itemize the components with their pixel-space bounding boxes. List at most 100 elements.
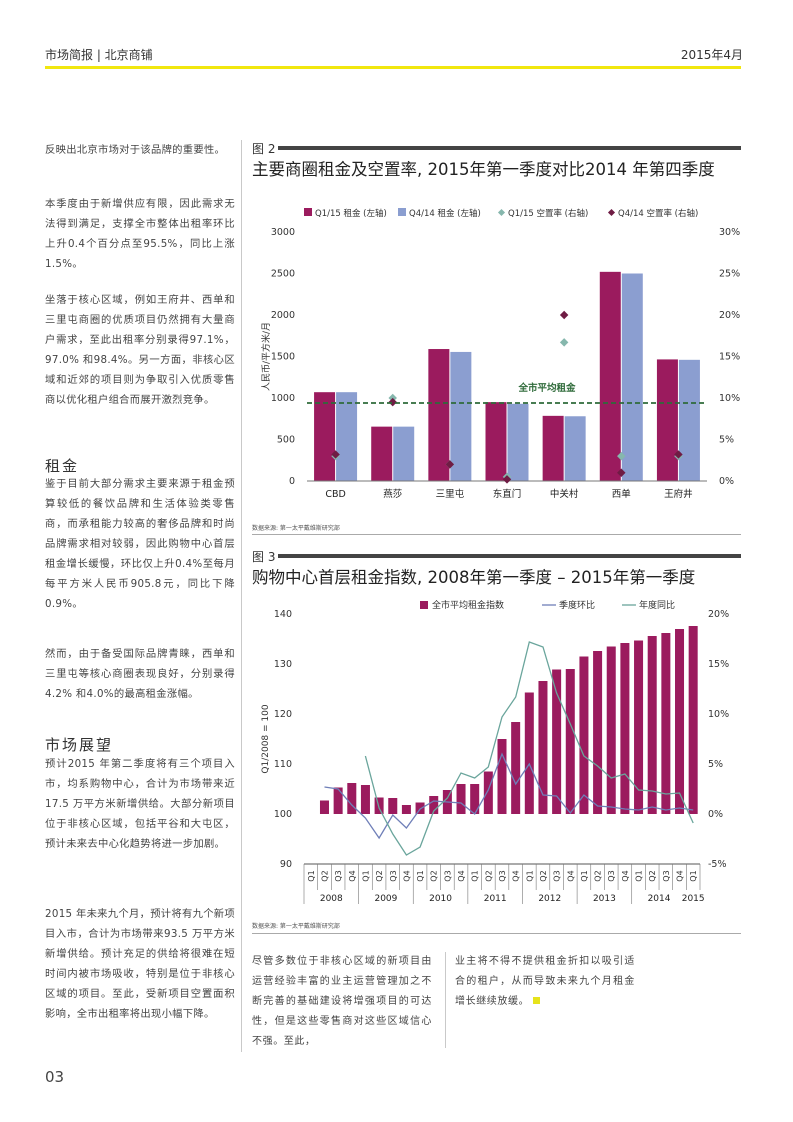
x-tick-year: 2014 bbox=[648, 894, 671, 904]
index-bar bbox=[401, 805, 411, 814]
y-tick-label: 2000 bbox=[271, 310, 295, 321]
x-tick-quarter: Q4 bbox=[676, 870, 685, 881]
x-tick-label: CBD bbox=[325, 489, 345, 500]
bar-q4-14 bbox=[678, 359, 700, 481]
x-tick-quarter: Q2 bbox=[430, 870, 439, 881]
vacancy-marker-q4-14 bbox=[559, 310, 569, 320]
y2-tick-label: 30% bbox=[719, 227, 740, 238]
index-bar bbox=[620, 643, 630, 814]
y-axis-label: 人民币/平方米/月 bbox=[260, 322, 272, 391]
y-tick-label: 0 bbox=[289, 476, 295, 487]
x-tick-quarter: Q4 bbox=[566, 870, 575, 881]
y2-tick-label: 20% bbox=[708, 609, 729, 620]
figure2-plot: Q1/15 租金 (左轴) Q4/14 租金 (左轴) Q1/15 空置率 (右轴)… bbox=[260, 208, 740, 500]
left-paragraph-5: 然而，由于备受国际品牌青睐，西单和三里屯等核心商圈表现良好，分别录得4.2% 和… bbox=[45, 648, 235, 700]
figure2-source: 数据来源: 第一太平戴维斯研究部 bbox=[252, 525, 340, 532]
index-bar bbox=[415, 802, 425, 814]
left-paragraph-1: 反映出北京市场对于该品牌的重要性。 bbox=[45, 144, 226, 156]
x-tick-quarter: Q3 bbox=[498, 870, 507, 881]
x-tick-label: 中关村 bbox=[550, 488, 579, 500]
index-bar bbox=[688, 626, 698, 814]
x-tick-quarter: Q3 bbox=[662, 870, 671, 881]
index-bar bbox=[634, 640, 644, 814]
vacancy-marker-q4-14 bbox=[388, 397, 397, 407]
page-number: 03 bbox=[45, 1068, 65, 1086]
x-tick-quarter: Q1 bbox=[471, 870, 480, 881]
figure3-source-rule bbox=[252, 933, 741, 934]
bar-q4-14 bbox=[393, 426, 415, 481]
x-tick-quarter: Q2 bbox=[375, 870, 384, 881]
x-tick-year: 2015 bbox=[682, 894, 705, 904]
x-tick-quarter: Q3 bbox=[443, 870, 452, 881]
index-bar bbox=[579, 656, 589, 814]
index-bar bbox=[538, 681, 548, 814]
figure3-legend: 全市平均租金指数 季度环比 年度同比 bbox=[420, 599, 675, 611]
x-tick-quarter: Q2 bbox=[648, 870, 657, 881]
bar-q1-15 bbox=[599, 271, 621, 481]
x-tick-quarter: Q1 bbox=[307, 870, 316, 881]
figure3-chart: 全市平均租金指数 季度环比 年度同比 140 130 120 110 100 90 20% 15% 1… bbox=[261, 599, 729, 904]
y-tick-label: 130 bbox=[274, 659, 292, 670]
x-tick-label: 王府井 bbox=[664, 488, 693, 500]
x-tick-quarter: Q1 bbox=[525, 870, 534, 881]
y2-tick-label: 15% bbox=[719, 352, 740, 363]
y2-tick-label: 5% bbox=[708, 759, 723, 770]
bottom-column-1: 尽管多数位于非核心区域的新项目由运营经验丰富的业主运营管理加之不断完善的基础建设… bbox=[252, 956, 432, 1047]
x-tick-quarter: Q1 bbox=[635, 870, 644, 881]
header-date: 2015年4月 bbox=[680, 48, 743, 62]
figure3-title: 购物中心首层租金指数, 2008年第一季度 – 2015年第一季度 bbox=[252, 568, 696, 587]
legend-swatch-index bbox=[420, 601, 428, 609]
y-tick-label: 120 bbox=[274, 709, 292, 720]
bottom-column-2: 业主将不得不提供租金折扣以吸引适合的租户，从而导致未来九个月租金增长继续放缓。 bbox=[455, 956, 635, 1007]
index-bar bbox=[661, 633, 671, 814]
legend-label-0: Q1/15 租金 (左轴) bbox=[315, 208, 387, 219]
y2-tick-label: -5% bbox=[708, 859, 727, 870]
index-bar bbox=[647, 636, 657, 814]
x-tick-quarter: Q4 bbox=[512, 870, 521, 881]
x-tick-quarter: Q4 bbox=[621, 870, 630, 881]
bar-q1-15 bbox=[428, 349, 450, 481]
figure2-title: 主要商圈租金及空置率, 2015年第一季度对比2014 年第四季度 bbox=[252, 160, 715, 179]
index-bar bbox=[456, 784, 466, 814]
end-marker-square bbox=[533, 997, 541, 1004]
bar-q1-15 bbox=[485, 402, 507, 481]
index-bar bbox=[360, 785, 370, 814]
x-tick-quarter: Q3 bbox=[553, 870, 562, 881]
index-bar bbox=[497, 739, 507, 814]
figure2-source-rule bbox=[252, 534, 741, 535]
y2-tick-label: 20% bbox=[719, 310, 740, 321]
yoy-line bbox=[364, 641, 694, 856]
x-tick-quarter: Q1 bbox=[580, 870, 589, 881]
bar-q1-15 bbox=[656, 359, 678, 481]
x-tick-quarter: Q3 bbox=[389, 870, 398, 881]
index-bar bbox=[565, 669, 575, 814]
qoq-line bbox=[324, 752, 694, 840]
index-bar bbox=[552, 669, 562, 814]
y-tick-label: 90 bbox=[280, 859, 292, 870]
left-paragraph-3: 坐落于核心区域，例如王府井、西单和三里屯商圈的优质项目仍然拥有大量商户需求，至此… bbox=[45, 294, 235, 406]
y2-tick-label: 15% bbox=[708, 659, 729, 670]
x-tick-year: 2010 bbox=[429, 894, 452, 904]
index-bar bbox=[388, 798, 398, 814]
y2-tick-label: 10% bbox=[719, 393, 740, 404]
index-bar bbox=[675, 629, 685, 814]
index-bar bbox=[333, 787, 343, 814]
x-tick-quarter: Q4 bbox=[402, 870, 411, 881]
x-tick-quarter: Q2 bbox=[320, 870, 329, 881]
bottom-divider bbox=[445, 952, 446, 1048]
index-bar bbox=[606, 646, 616, 814]
x-tick-quarter: Q4 bbox=[348, 870, 357, 881]
bar-q1-15 bbox=[542, 415, 564, 481]
y-axis-label: Q1/2008 = 100 bbox=[261, 704, 271, 773]
legend-label-1: Q4/14 租金 (左轴) bbox=[409, 208, 481, 219]
y-tick-label: 1000 bbox=[271, 393, 295, 404]
y2-tick-label: 5% bbox=[719, 435, 734, 446]
legend-marker-3 bbox=[607, 208, 616, 217]
x-tick-quarter: Q1 bbox=[689, 870, 698, 881]
section-heading-rent: 租金 bbox=[45, 457, 80, 475]
index-bar bbox=[470, 784, 480, 814]
y2-tick-label: 25% bbox=[719, 269, 740, 280]
y2-tick-label: 0% bbox=[708, 809, 723, 820]
bar-q4-14 bbox=[507, 403, 529, 481]
figure3-source: 数据来源: 第一太平戴维斯研究部 bbox=[252, 923, 340, 930]
